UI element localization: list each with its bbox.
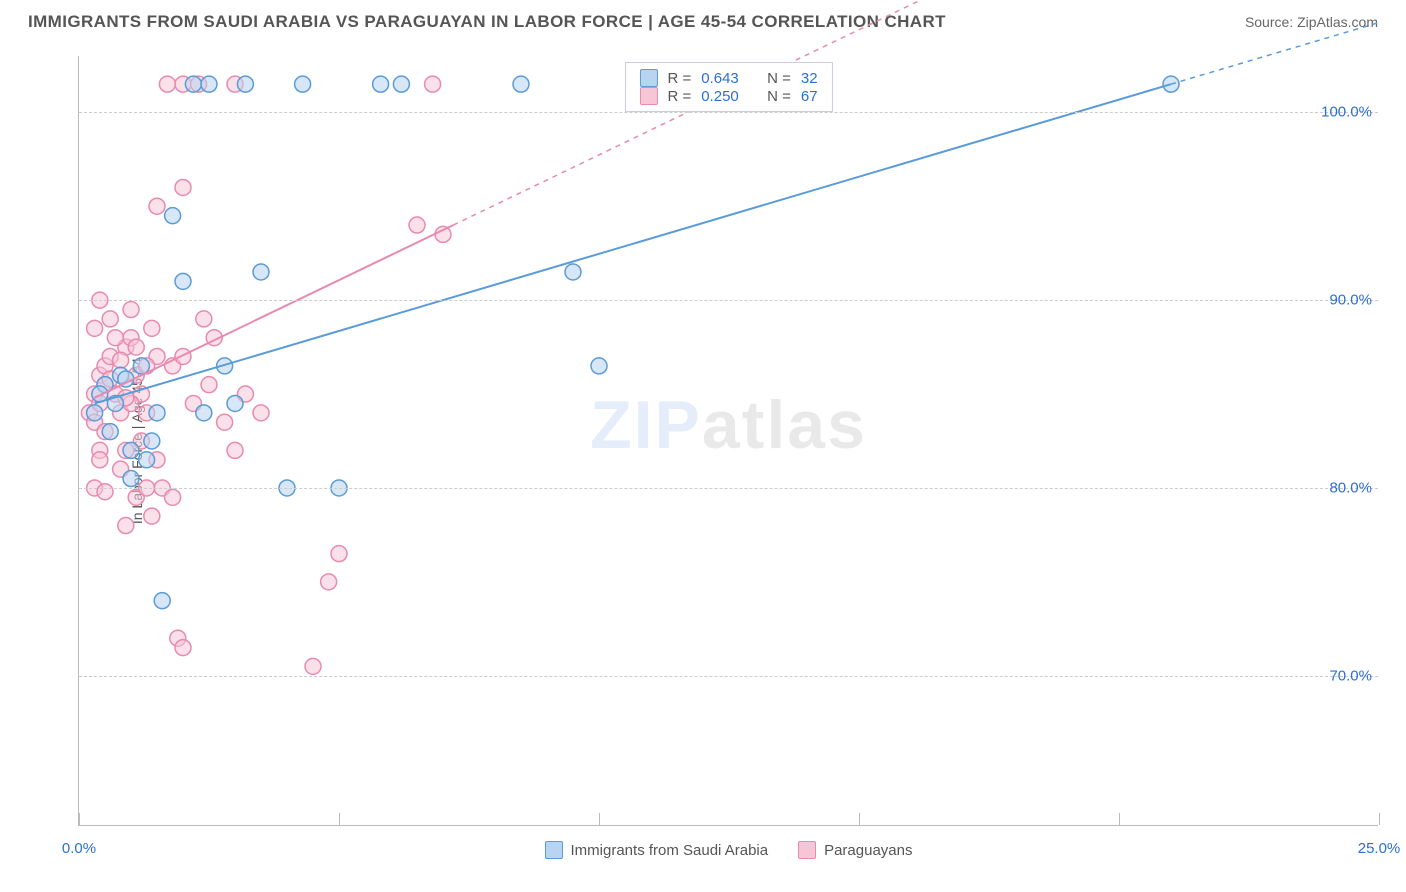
- x-tick-label: 25.0%: [1358, 840, 1401, 857]
- legend-series-label: Immigrants from Saudi Arabia: [571, 842, 769, 859]
- legend-series-label: Paraguayans: [824, 842, 912, 859]
- chart-svg: [79, 56, 1378, 825]
- legend-row: R = 0.643 N = 32: [639, 69, 817, 87]
- y-tick-label: 90.0%: [1329, 292, 1382, 309]
- legend-r-value: 0.643: [701, 70, 739, 87]
- plot-area: ZIPatlas R = 0.643 N = 32 R = 0.250 N = …: [78, 56, 1378, 826]
- y-tick-label: 80.0%: [1329, 479, 1382, 496]
- legend-swatch-pink: [798, 841, 816, 859]
- chart-title: IMMIGRANTS FROM SAUDI ARABIA VS PARAGUAY…: [28, 12, 946, 32]
- legend-r-label: R =: [667, 70, 691, 87]
- legend-item: Paraguayans: [798, 841, 912, 859]
- chart-container: In Labor Force | Age 45-54 ZIPatlas R = …: [48, 56, 1378, 826]
- legend-r-label: R =: [667, 88, 691, 105]
- legend-swatch-blue: [639, 69, 657, 87]
- legend-item: Immigrants from Saudi Arabia: [545, 841, 769, 859]
- legend-r-value: 0.250: [701, 88, 739, 105]
- source-label: Source: ZipAtlas.com: [1245, 14, 1378, 30]
- legend-series: Immigrants from Saudi Arabia Paraguayans: [545, 841, 913, 859]
- legend-row: R = 0.250 N = 67: [639, 87, 817, 105]
- y-tick-label: 100.0%: [1321, 104, 1382, 121]
- legend-swatch-pink: [639, 87, 657, 105]
- y-tick-label: 70.0%: [1329, 667, 1382, 684]
- legend-stats: R = 0.643 N = 32 R = 0.250 N = 67: [624, 62, 832, 112]
- legend-n-value: 32: [801, 70, 818, 87]
- legend-swatch-blue: [545, 841, 563, 859]
- x-tick-label: 0.0%: [62, 840, 96, 857]
- legend-n-label: N =: [767, 88, 791, 105]
- legend-n-label: N =: [767, 70, 791, 87]
- legend-n-value: 67: [801, 88, 818, 105]
